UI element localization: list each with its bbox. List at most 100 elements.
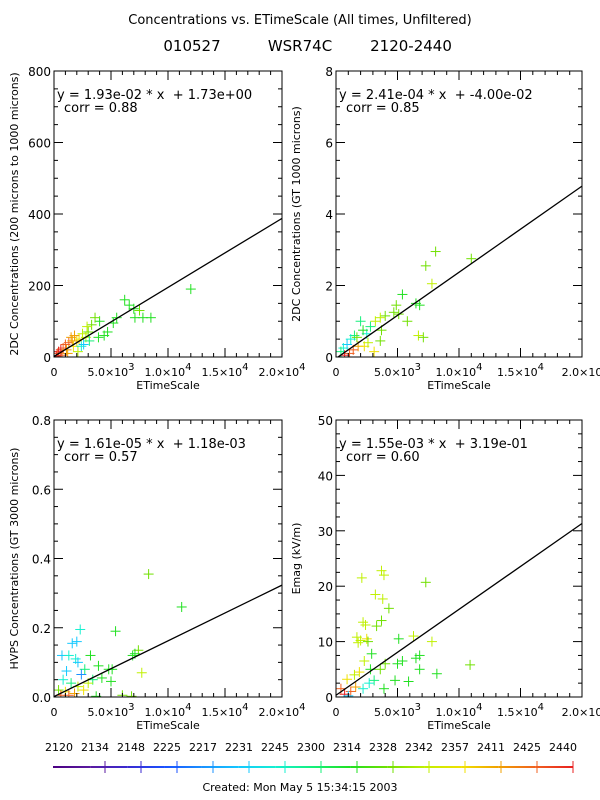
data-point	[369, 675, 380, 686]
plot-p4: 0 5.0×103 1.0×104 1.5×104 2.0×10 0 10 20 30 40 50 E…	[290, 414, 600, 732]
regression-line	[54, 584, 282, 697]
data-point	[430, 246, 441, 257]
colorbar-label: 2411	[477, 741, 505, 754]
data-point	[354, 667, 365, 678]
data-point	[93, 332, 104, 343]
colorbar-segment	[201, 766, 239, 768]
fit-correlation: corr = 0.60	[346, 450, 420, 465]
x-tick-label: 0	[333, 706, 340, 719]
y-axis-label: HVPS Concentrations (GT 3000 microns)	[8, 448, 21, 670]
x-tick-label: 2.0×104	[258, 702, 305, 719]
y-tick-label: 800	[28, 65, 51, 79]
data-points	[54, 569, 187, 697]
time-colorbar: 2120 2134 2148 2225 2217 2231 2245 2300 2314 2328…	[45, 741, 577, 773]
data-point	[90, 312, 101, 323]
x-tick-label: 2.0×10	[562, 706, 600, 719]
data-point	[134, 305, 145, 316]
data-point	[431, 668, 442, 679]
data-point	[370, 589, 381, 600]
data-point	[96, 672, 107, 683]
created-timestamp: Created: Mon May 5 15:34:15 2003	[202, 781, 397, 794]
data-point	[342, 674, 353, 685]
data-point	[72, 657, 83, 668]
figure-title: Concentrations vs. ETimeScale (All times…	[128, 13, 472, 28]
data-point	[366, 648, 377, 659]
data-point	[392, 658, 403, 669]
colorbar-segment	[313, 766, 351, 768]
colorbar-label: 2440	[549, 741, 577, 754]
x-tick-label: 1.5×104	[201, 362, 248, 379]
plots-group: 0 5.0×103 1.0×104 1.5×104 2.0×10402004006008…	[8, 65, 600, 732]
colorbar-label: 2328	[369, 741, 397, 754]
colorbar-label: 2245	[261, 741, 289, 754]
y-tick-label: 200	[28, 280, 51, 294]
x-tick-label: 0	[51, 366, 58, 379]
data-point	[414, 300, 425, 311]
x-axis-label: ETimeScale	[427, 379, 491, 392]
data-point	[129, 312, 140, 323]
data-point	[58, 674, 69, 685]
data-point	[360, 619, 371, 630]
data-point	[369, 346, 380, 357]
colorbar-label: 2148	[117, 741, 145, 754]
data-point	[420, 577, 431, 588]
y-tick-label: 30	[318, 525, 333, 539]
y-axis-label: 2DC Concentrations (200 microns to 1000 …	[8, 72, 21, 355]
data-point	[54, 685, 64, 696]
regression-line	[336, 185, 582, 357]
colorbar-segment	[90, 766, 128, 768]
data-points	[54, 284, 196, 357]
colorbar-label: 2217	[189, 741, 217, 754]
data-point	[426, 278, 437, 289]
y-tick-label: 0.0	[32, 691, 51, 705]
x-tick-label: 0	[51, 706, 58, 719]
data-point	[378, 570, 389, 581]
y-tick-label: 0	[325, 691, 333, 705]
data-point	[127, 650, 138, 661]
fit-equation: y = 1.93e-02 * x + 1.73e+00	[57, 88, 252, 103]
subtitle-date: 010527	[163, 37, 220, 55]
data-point	[106, 676, 116, 687]
data-point	[79, 664, 90, 675]
data-point	[370, 316, 381, 327]
x-tick-label: 1.5×104	[497, 702, 544, 719]
x-tick-label: 5.0×103	[374, 702, 421, 719]
fit-equation: y = 1.55e-03 * x + 3.19e-01	[339, 437, 528, 452]
y-tick-label: 4	[325, 208, 333, 222]
data-point	[361, 633, 372, 644]
data-point	[67, 335, 78, 346]
colorbar-label: 2120	[45, 741, 73, 754]
data-point	[408, 631, 419, 642]
data-point	[176, 601, 187, 612]
data-point	[349, 669, 360, 680]
x-tick-label: 2.0×104	[258, 362, 305, 379]
x-tick-label: 5.0×103	[87, 702, 134, 719]
data-point	[402, 316, 413, 327]
data-point	[393, 633, 404, 644]
y-tick-label: 6	[325, 137, 333, 151]
data-point	[418, 332, 429, 343]
data-point	[54, 350, 62, 357]
data-point	[397, 655, 408, 666]
data-point	[355, 316, 366, 327]
data-point	[143, 569, 154, 580]
data-point	[365, 321, 376, 332]
data-point	[359, 655, 370, 666]
y-tick-label: 8	[325, 65, 333, 79]
data-point	[78, 685, 89, 696]
data-point	[71, 636, 82, 647]
data-point	[371, 621, 382, 632]
colorbar-segment	[498, 766, 536, 768]
data-point	[413, 330, 424, 341]
x-axis-label: ETimeScale	[427, 719, 491, 732]
subtitle-radar: WSR74C	[268, 37, 332, 55]
data-point	[63, 650, 74, 661]
data-point	[397, 289, 408, 300]
data-point	[375, 664, 386, 675]
data-point	[403, 676, 414, 687]
data-point	[358, 683, 369, 694]
colorbar-segment	[53, 766, 91, 768]
y-tick-label: 10	[318, 636, 333, 650]
y-tick-label: 40	[318, 469, 333, 483]
